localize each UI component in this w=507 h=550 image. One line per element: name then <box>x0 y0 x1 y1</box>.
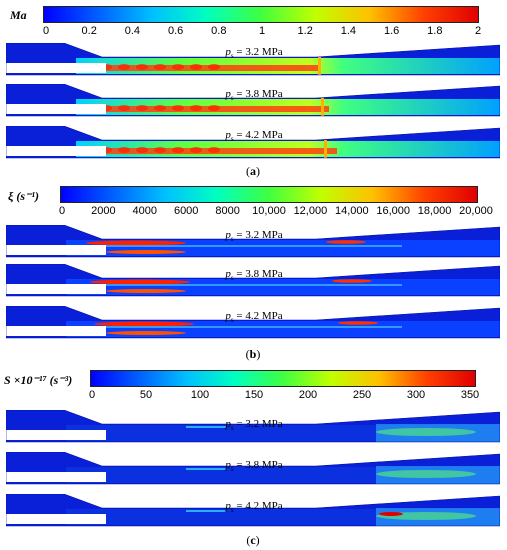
colorbar-label-ma: Ma <box>10 8 27 22</box>
colorbar-tick: 300 <box>406 389 426 401</box>
contour-source-1 <box>6 410 500 443</box>
pressure-label-c-1: ps = 3.2 MPa <box>225 418 283 433</box>
contour-source-2 <box>6 452 500 485</box>
pressure-label-b-1: ps = 3.2 MPa <box>225 229 283 244</box>
colorbar-source <box>90 370 476 387</box>
contour-ma-2 <box>6 84 500 117</box>
colorbar-tick: 14,000 <box>334 205 369 217</box>
colorbar-tick: 2000 <box>91 205 116 217</box>
pressure-label-a-1: ps = 3.2 MPa <box>225 46 283 61</box>
colorbar-vorticity <box>60 186 478 203</box>
colorbar-tick: 1.6 <box>383 25 400 37</box>
caption-a: (a) <box>246 164 260 178</box>
pressure-label-b-3: ps = 4.2 MPa <box>225 310 283 325</box>
colorbar-tick: 0.8 <box>211 25 227 37</box>
colorbar-tick: 1 <box>258 25 266 37</box>
contour-source-3 <box>6 494 500 527</box>
colorbar-tick: 1.8 <box>427 25 443 37</box>
colorbar-tick: 100 <box>190 389 210 401</box>
colorbar-label-vorticity: ξ (s⁻¹) <box>8 189 39 203</box>
contour-vorticity-1 <box>6 225 500 258</box>
colorbar-tick: 50 <box>139 389 153 401</box>
colorbar-tick: 20,000 <box>459 205 493 217</box>
pressure-label-c-3: ps = 4.2 MPa <box>225 500 283 515</box>
pressure-label-a-2: ps = 3.8 MPa <box>225 88 283 103</box>
colorbar-tick: 350 <box>460 389 480 401</box>
colorbar-tick: 0.6 <box>167 25 184 37</box>
colorbar-tick: 0.4 <box>124 25 141 37</box>
pressure-label-b-2: ps = 3.8 MPa <box>225 268 283 283</box>
colorbar-tick: 250 <box>352 389 372 401</box>
pressure-label-c-2: ps = 3.8 MPa <box>225 459 283 474</box>
colorbar-tick: 18,000 <box>417 205 452 217</box>
colorbar-tick: 1.4 <box>340 25 357 37</box>
colorbar-tick: 6000 <box>173 205 199 217</box>
colorbar-tick: 0 <box>58 205 66 217</box>
colorbar-tick: 0.2 <box>81 25 97 37</box>
colorbar-tick: 0 <box>88 389 96 401</box>
colorbar-tick: 12,000 <box>293 205 328 217</box>
colorbar-tick: 2 <box>474 25 482 37</box>
pressure-label-a-3: ps = 4.2 MPa <box>225 129 283 144</box>
contour-ma-3 <box>6 126 500 159</box>
colorbar-tick: 1.2 <box>297 25 313 37</box>
colorbar-tick: 8000 <box>215 205 240 217</box>
contour-vorticity-2 <box>6 264 500 297</box>
colorbar-tick: 10,000 <box>252 205 286 217</box>
colorbar-tick: 0 <box>42 25 50 37</box>
colorbar-label-source: S ×10⁻¹⁷ (s⁻³) <box>4 373 73 387</box>
caption-c: (c) <box>246 533 260 547</box>
contour-vorticity-3 <box>6 306 500 339</box>
contour-ma-1 <box>6 43 500 76</box>
colorbar-ma <box>43 6 479 23</box>
caption-b: (b) <box>245 347 261 361</box>
colorbar-tick: 150 <box>244 389 264 401</box>
colorbar-tick: 16,000 <box>376 205 411 217</box>
colorbar-tick: 4000 <box>132 205 158 217</box>
colorbar-tick: 200 <box>298 389 318 401</box>
